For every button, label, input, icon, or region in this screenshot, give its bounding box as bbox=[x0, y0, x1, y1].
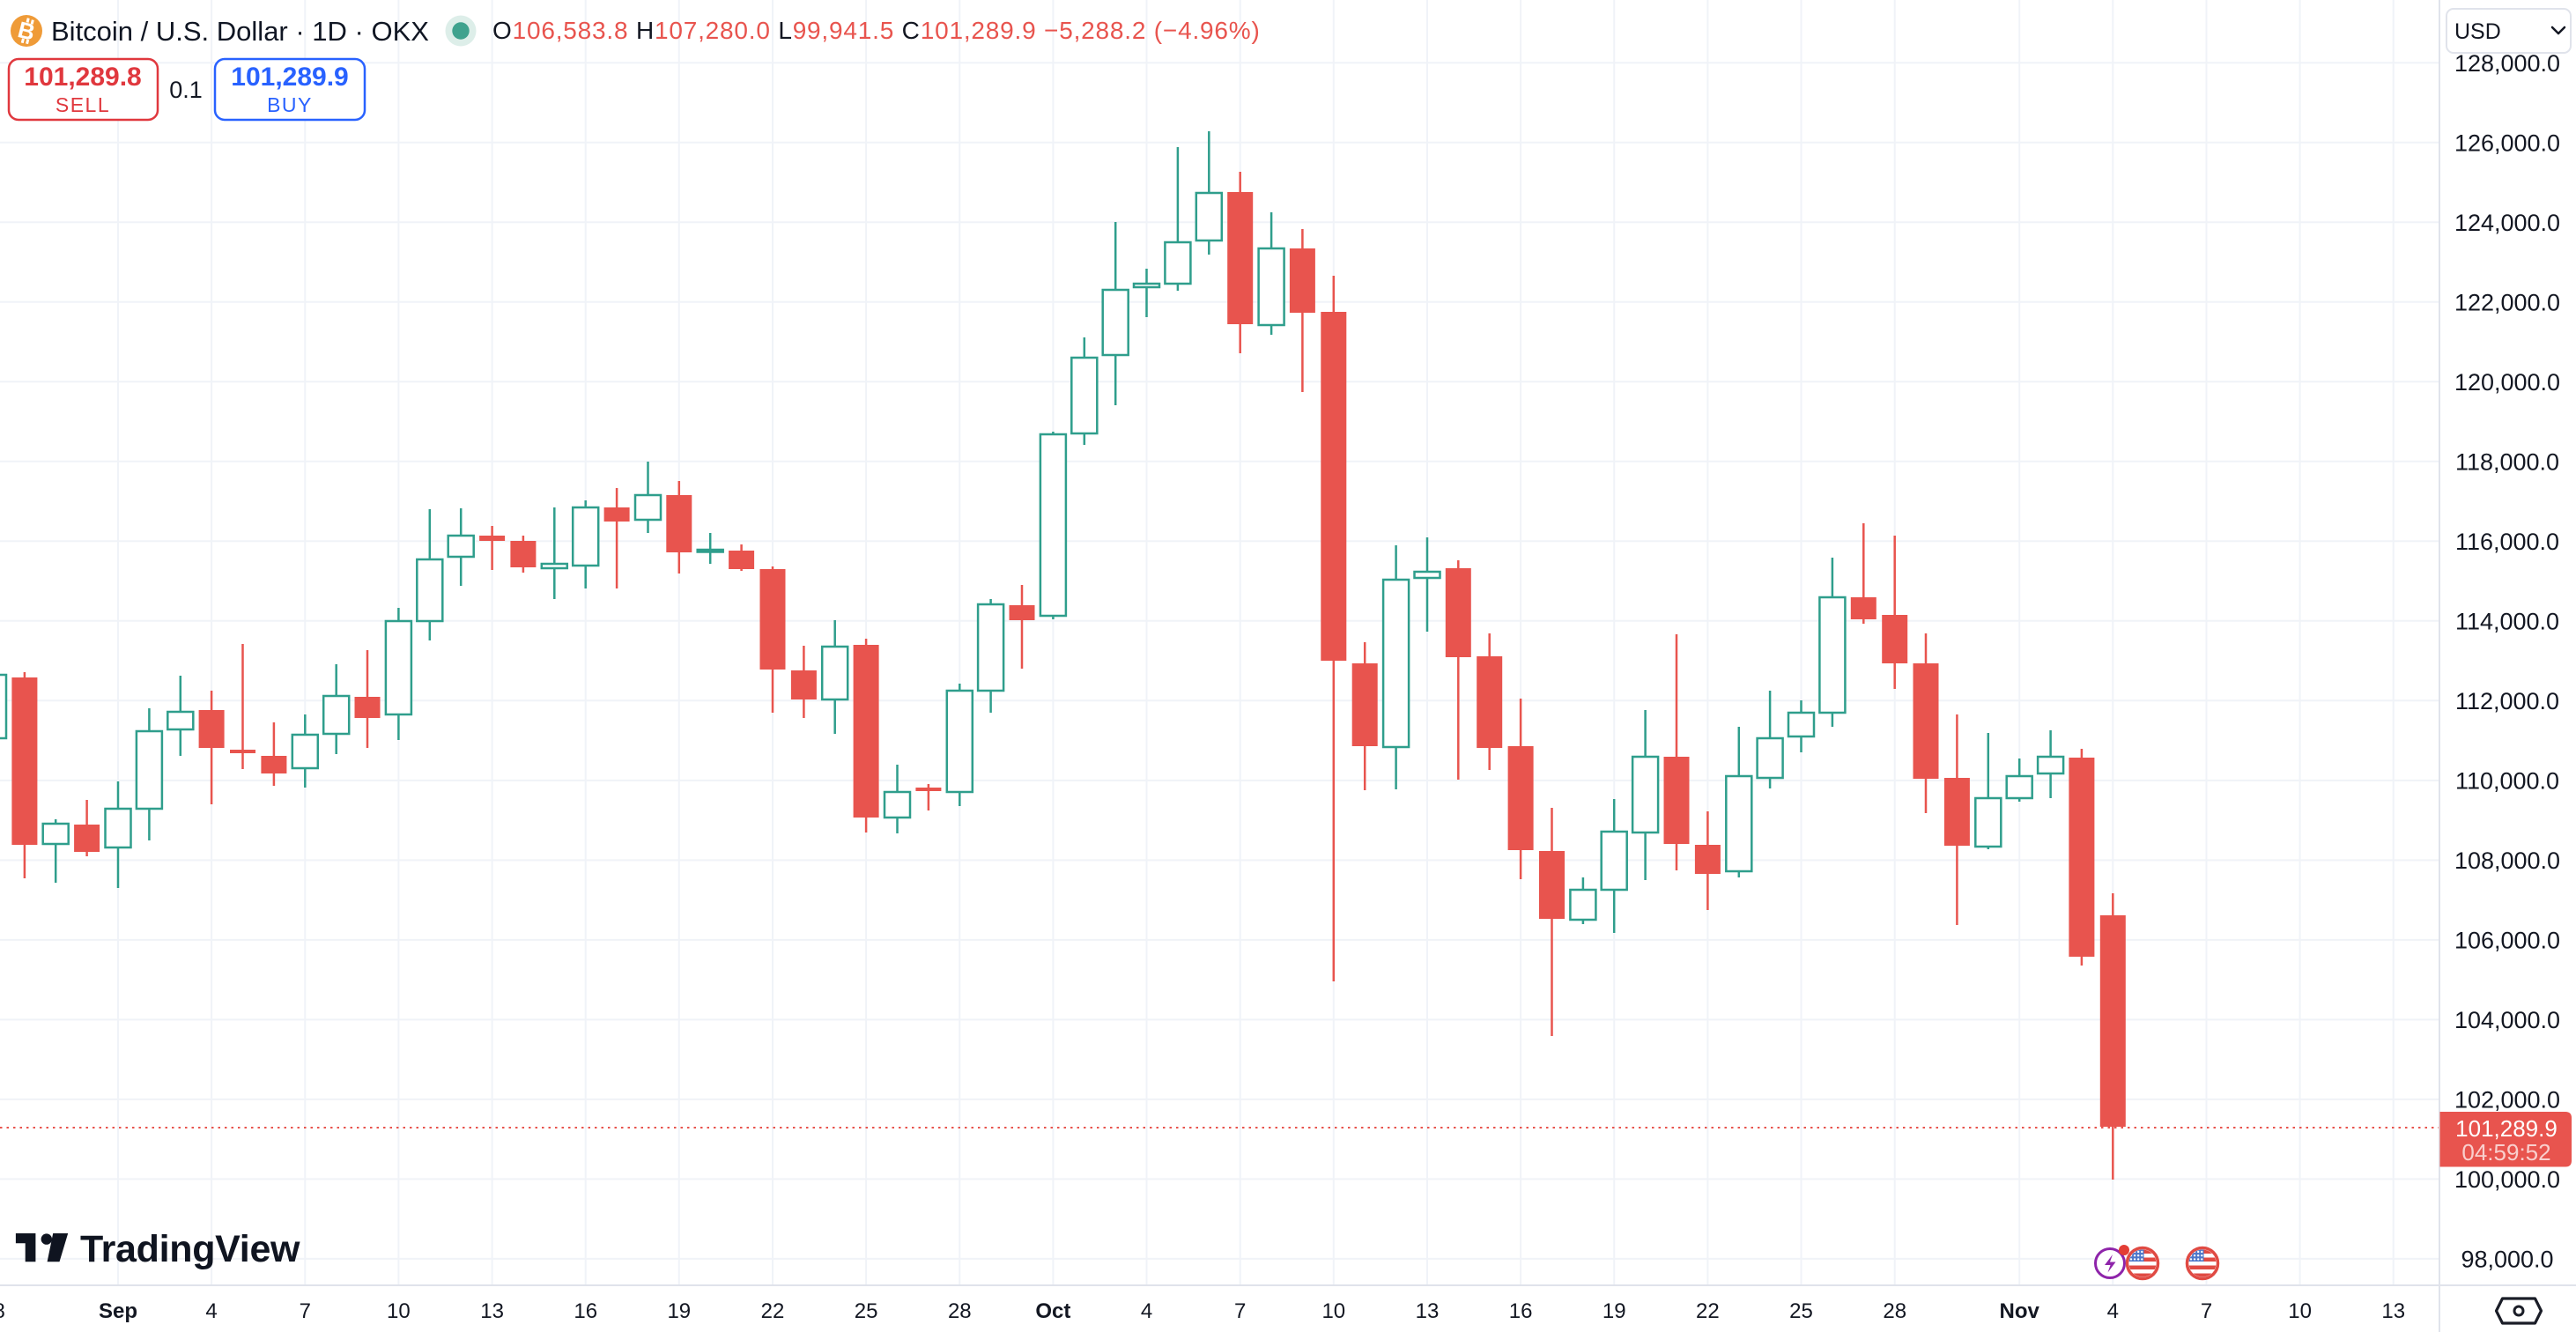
svg-text:101,289.9: 101,289.9 bbox=[2455, 1115, 2557, 1142]
svg-text:13: 13 bbox=[1416, 1299, 1440, 1323]
svg-text:13: 13 bbox=[2381, 1299, 2405, 1323]
svg-text:118,000.0: 118,000.0 bbox=[2455, 448, 2559, 475]
svg-text:Bitcoin / U.S. Dollar · 1D · O: Bitcoin / U.S. Dollar · 1D · OKX bbox=[51, 16, 429, 47]
svg-text:7: 7 bbox=[1234, 1299, 1246, 1323]
svg-text:122,000.0: 122,000.0 bbox=[2454, 289, 2560, 315]
svg-text:4: 4 bbox=[1141, 1299, 1152, 1323]
svg-text:0.1: 0.1 bbox=[169, 77, 203, 103]
svg-text:104,000.0: 104,000.0 bbox=[2454, 1007, 2560, 1033]
svg-text:22: 22 bbox=[761, 1299, 785, 1323]
svg-text:112,000.0: 112,000.0 bbox=[2455, 688, 2559, 714]
svg-text:116,000.0: 116,000.0 bbox=[2455, 529, 2559, 555]
svg-text:7: 7 bbox=[2201, 1299, 2212, 1323]
svg-text:4: 4 bbox=[2107, 1299, 2119, 1323]
svg-text:10: 10 bbox=[2288, 1299, 2312, 1323]
svg-text:28: 28 bbox=[1883, 1299, 1906, 1323]
svg-text:100,000.0: 100,000.0 bbox=[2454, 1166, 2560, 1193]
svg-text:Oct: Oct bbox=[1035, 1299, 1070, 1323]
svg-text:126,000.0: 126,000.0 bbox=[2454, 130, 2560, 156]
svg-text:102,000.0: 102,000.0 bbox=[2454, 1086, 2560, 1113]
svg-text:Nov: Nov bbox=[2000, 1299, 2040, 1323]
svg-text:4: 4 bbox=[205, 1299, 217, 1323]
svg-text:128,000.0: 128,000.0 bbox=[2454, 50, 2560, 77]
svg-text:28: 28 bbox=[0, 1299, 5, 1323]
svg-text:106,000.0: 106,000.0 bbox=[2454, 927, 2560, 953]
svg-text:SELL: SELL bbox=[56, 93, 110, 116]
svg-text:7: 7 bbox=[300, 1299, 311, 1323]
svg-text:19: 19 bbox=[667, 1299, 691, 1323]
svg-text:16: 16 bbox=[1509, 1299, 1533, 1323]
svg-text:13: 13 bbox=[480, 1299, 504, 1323]
svg-text:25: 25 bbox=[855, 1299, 878, 1323]
svg-text:10: 10 bbox=[1321, 1299, 1345, 1323]
svg-text:10: 10 bbox=[387, 1299, 411, 1323]
svg-text:101,289.8: 101,289.8 bbox=[24, 63, 141, 92]
svg-text:USD: USD bbox=[2454, 19, 2501, 44]
svg-text:28: 28 bbox=[948, 1299, 972, 1323]
svg-text:124,000.0: 124,000.0 bbox=[2454, 210, 2560, 236]
svg-text:19: 19 bbox=[1603, 1299, 1626, 1323]
svg-text:25: 25 bbox=[1789, 1299, 1813, 1323]
svg-text:98,000.0: 98,000.0 bbox=[2461, 1246, 2553, 1272]
svg-text:114,000.0: 114,000.0 bbox=[2455, 608, 2559, 634]
svg-text:110,000.0: 110,000.0 bbox=[2455, 767, 2559, 794]
svg-text:O106,583.8 H107,280.0 L99,941.: O106,583.8 H107,280.0 L99,941.5 C101,289… bbox=[492, 17, 1261, 44]
svg-text:22: 22 bbox=[1696, 1299, 1720, 1323]
svg-text:101,289.9: 101,289.9 bbox=[231, 63, 348, 92]
svg-text:108,000.0: 108,000.0 bbox=[2454, 847, 2560, 874]
svg-text:120,000.0: 120,000.0 bbox=[2454, 369, 2560, 396]
svg-text:16: 16 bbox=[574, 1299, 597, 1323]
svg-text:TradingView: TradingView bbox=[80, 1228, 300, 1270]
svg-text:Sep: Sep bbox=[99, 1299, 137, 1323]
svg-text:BUY: BUY bbox=[267, 93, 313, 116]
svg-text:04:59:52: 04:59:52 bbox=[2461, 1139, 2550, 1166]
